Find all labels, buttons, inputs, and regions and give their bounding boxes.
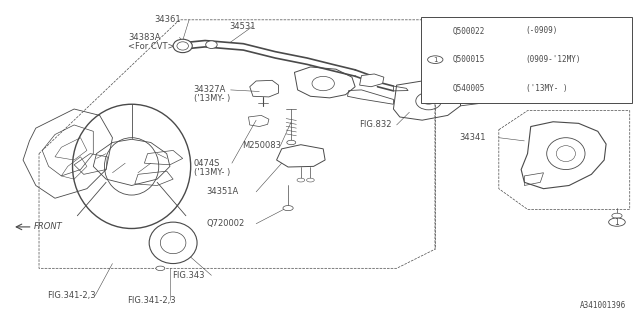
Polygon shape	[394, 86, 408, 91]
Text: 0474S: 0474S	[193, 159, 220, 168]
Text: Q500022: Q500022	[452, 27, 484, 36]
Text: ('13MY- ): ('13MY- )	[193, 168, 230, 177]
Circle shape	[612, 213, 622, 218]
Ellipse shape	[177, 42, 188, 50]
Circle shape	[287, 140, 296, 145]
Text: 34361: 34361	[154, 15, 180, 24]
Text: ('13MY- ): ('13MY- )	[193, 94, 230, 103]
Text: 34531: 34531	[229, 22, 256, 31]
Text: FIG.832: FIG.832	[360, 120, 392, 130]
Text: M250083: M250083	[242, 141, 281, 150]
Text: (-0909): (-0909)	[525, 27, 558, 36]
Circle shape	[428, 56, 443, 63]
Text: 34351A: 34351A	[206, 188, 239, 196]
Circle shape	[609, 218, 625, 226]
Bar	[421, 17, 632, 103]
Circle shape	[307, 178, 314, 182]
Circle shape	[156, 266, 165, 270]
Text: 1: 1	[614, 218, 620, 227]
Text: FIG.343: FIG.343	[172, 271, 204, 280]
Text: A341001396: A341001396	[580, 301, 627, 310]
Ellipse shape	[149, 222, 197, 264]
Text: FIG.341-2,3: FIG.341-2,3	[47, 291, 95, 300]
Polygon shape	[360, 74, 384, 87]
Text: <For CVT>: <For CVT>	[129, 42, 175, 52]
Text: 34383A: 34383A	[129, 33, 161, 42]
Ellipse shape	[161, 232, 186, 254]
Text: Q720002: Q720002	[206, 219, 244, 228]
Text: ('13MY- ): ('13MY- )	[525, 84, 567, 93]
Circle shape	[297, 178, 305, 182]
Text: Q540005: Q540005	[452, 84, 484, 93]
Text: 34327A: 34327A	[193, 85, 226, 94]
Circle shape	[283, 205, 293, 211]
Ellipse shape	[205, 41, 217, 49]
Text: FIG.341-2,3: FIG.341-2,3	[127, 296, 176, 305]
Text: FRONT: FRONT	[34, 222, 63, 231]
Text: Q500015: Q500015	[452, 55, 484, 64]
Ellipse shape	[173, 39, 192, 52]
Text: 1: 1	[433, 57, 438, 63]
Text: 34341: 34341	[460, 133, 486, 142]
Text: (0909-'12MY): (0909-'12MY)	[525, 55, 581, 64]
